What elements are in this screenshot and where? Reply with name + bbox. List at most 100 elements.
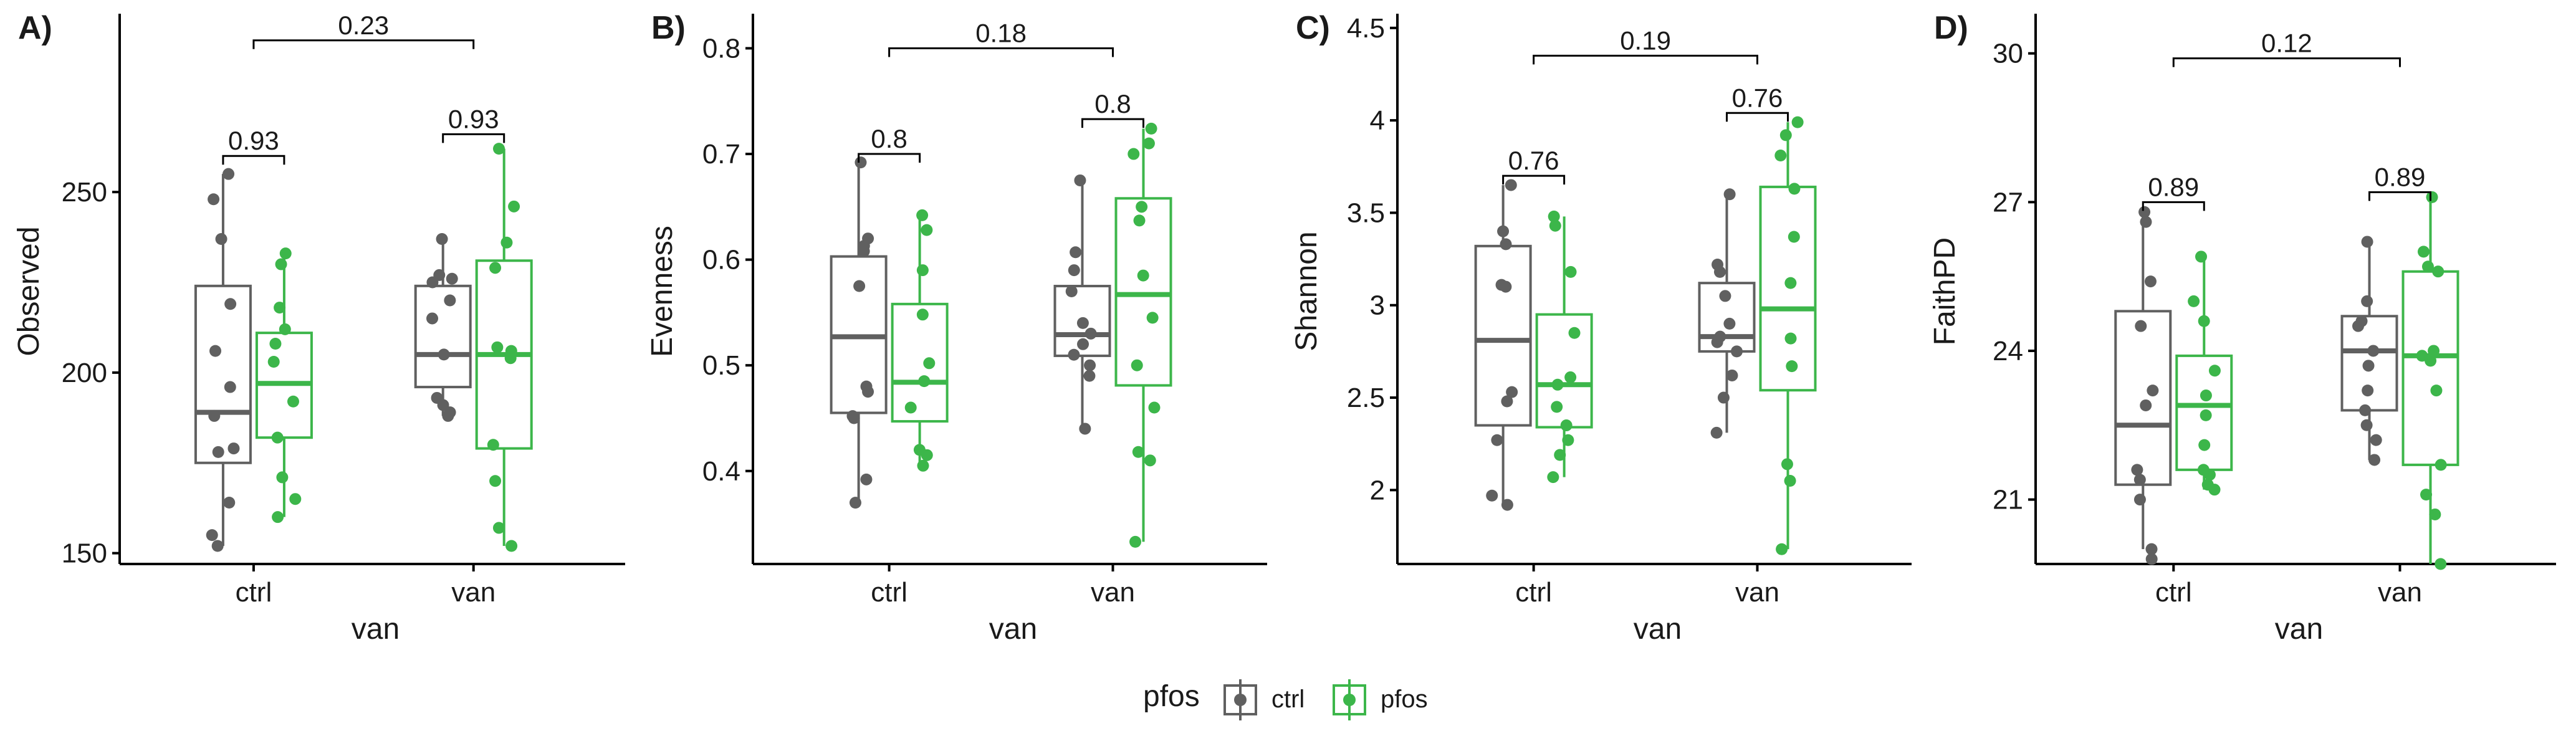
data-point: [1781, 458, 1793, 471]
data-point: [224, 381, 236, 393]
p-value-label: 0.93: [228, 126, 279, 155]
y-tick-label: 21: [1993, 485, 2023, 515]
data-point: [287, 395, 299, 408]
panel-label: A): [18, 10, 52, 46]
data-point: [1148, 401, 1161, 414]
data-point: [279, 247, 292, 260]
data-point: [492, 522, 505, 534]
data-point: [1554, 449, 1566, 461]
comparison-bracket: 0.23: [252, 11, 475, 49]
data-point: [1711, 336, 1723, 348]
data-point: [858, 245, 870, 257]
data-point: [1788, 231, 1800, 243]
y-tick-label: 150: [62, 538, 107, 569]
data-point: [1788, 183, 1801, 195]
data-point: [2135, 320, 2147, 332]
bracket-line: [1726, 112, 1789, 122]
p-value-label: 0.19: [1620, 26, 1671, 55]
data-point: [1142, 137, 1155, 150]
data-point: [1144, 454, 1156, 467]
data-point: [2140, 216, 2152, 228]
box-ctrl-pfos: [2175, 256, 2233, 490]
data-point: [2352, 320, 2365, 332]
data-point: [1085, 327, 1097, 340]
data-point: [2361, 236, 2373, 248]
data-point: [2195, 251, 2208, 263]
comparison-bracket: 0.93: [222, 126, 285, 165]
box-iqr: [891, 302, 949, 423]
panel-c: 2 2.5 3 3.5 4 4.5 ctrl van van Shannon C) 0.76 0.76 0…: [1290, 10, 1912, 646]
data-point: [917, 459, 929, 472]
data-point: [2361, 295, 2373, 307]
data-point: [2198, 315, 2210, 327]
data-point: [1719, 290, 1731, 302]
data-point: [426, 312, 439, 325]
data-point: [1710, 426, 1723, 439]
data-point: [487, 439, 499, 451]
comparison-bracket: 0.89: [2368, 162, 2431, 201]
x-axis-title: van: [1634, 613, 1682, 646]
data-point: [271, 431, 284, 444]
data-point: [227, 442, 240, 455]
data-point: [275, 258, 287, 270]
x-tick-label: van: [1091, 577, 1135, 608]
box-iqr: [414, 284, 472, 389]
bracket-line: [222, 155, 285, 165]
x-tick-label: van: [1735, 577, 1779, 608]
x-axis-title: van: [352, 613, 400, 646]
box-iqr: [1114, 197, 1172, 387]
data-point: [1084, 359, 1096, 371]
data-point: [2362, 360, 2375, 372]
data-point: [1074, 174, 1086, 186]
panel-label: C): [1296, 10, 1330, 46]
data-point: [1146, 312, 1159, 324]
box-van-pfos: [2401, 197, 2459, 564]
data-point: [2138, 206, 2151, 218]
data-point: [1501, 499, 1513, 511]
data-point: [2368, 454, 2381, 466]
data-point: [1784, 277, 1797, 289]
panel-d: 21 24 27 30 ctrl van van FaithPD D) 0.89 0.89 0.12: [1928, 10, 2556, 646]
data-point: [269, 338, 282, 350]
data-point: [2367, 345, 2380, 357]
data-point: [1713, 265, 1726, 278]
box-iqr: [1698, 282, 1756, 353]
data-point: [505, 540, 518, 552]
comparison-bracket: 0.8: [1081, 89, 1144, 128]
data-point: [1564, 265, 1577, 278]
data-point: [2147, 385, 2159, 397]
box-iqr: [2114, 310, 2172, 486]
bracket-line: [2368, 191, 2431, 201]
x-tick-label: van: [451, 577, 496, 608]
box-van-ctrl: [1053, 180, 1111, 429]
data-point: [904, 401, 917, 414]
data-point: [2420, 489, 2433, 501]
data-point: [1486, 489, 1498, 502]
data-point: [279, 323, 291, 335]
data-point: [1723, 317, 1736, 330]
data-point: [1774, 149, 1787, 161]
data-point: [916, 209, 929, 221]
data-point: [1065, 285, 1078, 297]
data-point: [1145, 122, 1157, 135]
y-tick-label: 4: [1370, 105, 1385, 136]
data-point: [206, 529, 218, 542]
data-point: [1132, 446, 1144, 458]
data-point: [489, 475, 502, 487]
data-point: [2200, 390, 2212, 402]
data-point: [1779, 129, 1792, 141]
x-tick-label: ctrl: [236, 577, 272, 608]
p-value-label: 0.18: [975, 18, 1027, 47]
y-tick-label: 0.6: [702, 245, 740, 275]
comparison-bracket: 0.76: [1502, 146, 1566, 185]
comparison-bracket: 0.89: [2142, 172, 2205, 211]
data-point: [491, 341, 504, 353]
y-axis-title: Evenness: [646, 226, 679, 357]
data-point: [1506, 386, 1518, 398]
data-point: [272, 511, 284, 523]
bracket-line: [1502, 174, 1566, 185]
y-tick-label: 2: [1370, 475, 1385, 505]
data-point: [2144, 275, 2157, 288]
data-point: [1129, 535, 1142, 548]
y-tick-label: 3.5: [1347, 198, 1385, 228]
